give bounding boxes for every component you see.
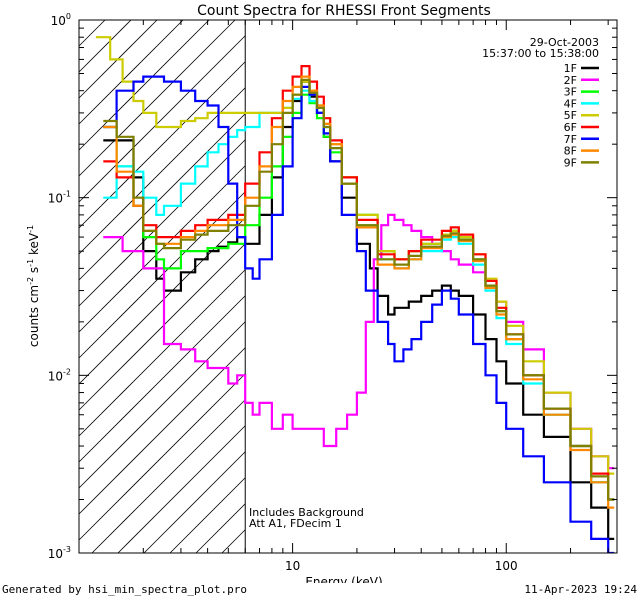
series-line-7F [103, 75, 615, 553]
legend-label-9F: 9F [564, 156, 577, 169]
hatch-line-15 [78, 269, 246, 437]
y-tick-exp--2: -2 [63, 367, 71, 376]
hatch-line-3 [78, 19, 184, 125]
y-tick-base--1: 10 [48, 192, 63, 206]
series-line-5F [95, 36, 615, 475]
hatch-line-6 [78, 35, 246, 203]
series-line-9F [103, 78, 615, 501]
legend-label-5F: 5F [564, 109, 577, 122]
hatch-line-17 [78, 321, 246, 489]
y-tick-exp--1: -1 [63, 190, 71, 199]
y-tick-label--3: 10-3 [48, 545, 71, 561]
observation-date: 29-Oct-2003 [530, 36, 599, 49]
legend-label-4F: 4F [564, 97, 577, 110]
y-tick-label-0: 100 [51, 12, 71, 28]
background-hatch-region [78, 19, 246, 554]
legend-label-8F: 8F [564, 145, 577, 158]
hatch-line-1 [78, 19, 132, 73]
chart-title: Count Spectra for RHESSI Front Segments [197, 3, 491, 19]
chart-labels: Count Spectra for RHESSI Front Segments … [26, 3, 599, 583]
axes [78, 19, 618, 554]
hatch-line-23 [169, 477, 246, 554]
legend-label-6F: 6F [564, 121, 577, 134]
y-tick-base--2: 10 [48, 369, 63, 383]
plot-frame [78, 19, 618, 554]
x-tick-label-100: 100 [495, 559, 518, 573]
hatch-line-12 [78, 191, 246, 359]
hatch-line-11 [78, 165, 246, 333]
annotation-background: Includes Background [249, 506, 364, 519]
observation-time-range: 15:37:00 to 15:38:00 [482, 47, 599, 60]
hatch-line-4 [78, 19, 210, 151]
footer-generated-by: Generated by hsi_min_spectra_plot.pro [2, 583, 248, 596]
y-label-part-base: counts cm [27, 285, 41, 347]
hatch-line-24 [195, 503, 246, 554]
y-label-exp2: -1 [26, 259, 35, 267]
hatch-line-0 [78, 19, 106, 47]
legend-label-3F: 3F [564, 86, 577, 99]
hatch-line-18 [78, 347, 246, 515]
y-tick-label--2: 10-2 [48, 367, 71, 383]
y-tick-exp--3: -3 [63, 545, 71, 554]
hatch-line-22 [143, 451, 246, 554]
hatch-line-16 [78, 295, 246, 463]
legend-label-2F: 2F [564, 74, 577, 87]
x-tick-label-10: 10 [285, 559, 300, 573]
annotation-attenuator: Att A1, FDecim 1 [249, 517, 342, 530]
legend-label-1F: 1F [564, 62, 577, 75]
hatch-line-5 [78, 19, 236, 177]
series-line-8F [103, 75, 615, 509]
y-label-exp3: -1 [26, 225, 35, 233]
hatch-line-14 [78, 243, 246, 411]
hatch-line-7 [78, 61, 246, 229]
series-line-4F [103, 89, 615, 501]
hatch-line-19 [78, 373, 246, 541]
hatch-line-13 [78, 217, 246, 385]
series-line-1F [103, 80, 615, 540]
hatch-line-10 [78, 139, 246, 307]
y-label-part-mid2: keV [27, 232, 41, 259]
hatch-line-9 [78, 113, 246, 281]
x-axis-label: Energy (keV) [305, 575, 382, 583]
legend-label-7F: 7F [564, 133, 577, 146]
y-label-exp1: -2 [26, 277, 35, 285]
y-tick-base-0: 10 [51, 14, 66, 28]
hatch-line-21 [117, 425, 246, 554]
y-axis-label: counts cm-2 s-1 keV-1 [26, 225, 41, 347]
y-tick-base--3: 10 [48, 547, 63, 561]
y-label-part-mid1: s [27, 267, 41, 277]
hatch-line-20 [91, 399, 246, 554]
series-lines [95, 36, 615, 553]
y-tick-exp-0: 0 [66, 12, 71, 21]
y-tick-label--1: 10-1 [48, 190, 71, 206]
footer-timestamp: 11-Apr-2023 19:24 [524, 583, 637, 596]
hatch-line-25 [221, 529, 246, 554]
